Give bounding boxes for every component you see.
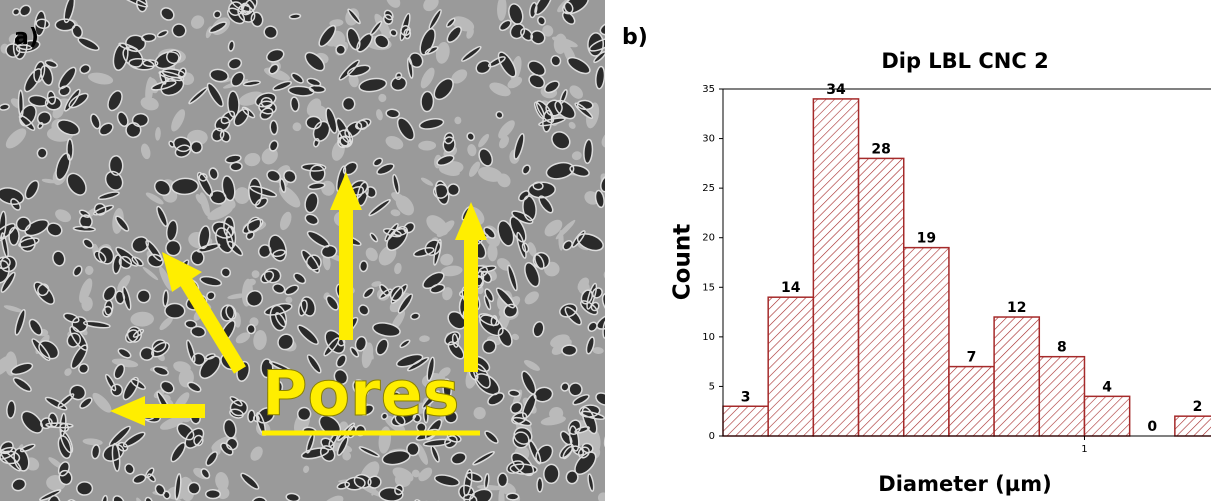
data-label: 34 (826, 82, 846, 98)
y-tick-label: 20 (702, 233, 715, 244)
figure: Pores a) b) Dip LBL CNC 2 Diameter (µm) … (0, 0, 1211, 501)
data-label: 7 (967, 350, 977, 366)
bar (813, 99, 858, 436)
bar (1084, 396, 1129, 436)
data-label: 0 (1147, 419, 1157, 435)
data-label: 8 (1057, 340, 1067, 356)
bar (904, 248, 949, 436)
bar (768, 297, 813, 436)
bar (994, 317, 1039, 436)
panel-label: b) (622, 25, 648, 50)
y-axis-label: Count (670, 224, 696, 300)
data-label: 4 (1102, 379, 1112, 395)
bar (1039, 357, 1084, 436)
chart-title: Dip LBL CNC 2 (881, 49, 1048, 73)
x-tick-label: 1 (1081, 444, 1087, 455)
plot-area (723, 99, 1211, 436)
y-tick-label: 15 (702, 282, 715, 293)
pores-label: Pores (262, 357, 460, 430)
data-label: 28 (871, 141, 890, 157)
bar (1175, 416, 1211, 436)
x-axis-label: Diameter (µm) (878, 472, 1051, 496)
data-label: 12 (1007, 300, 1026, 316)
data-label: 3 (741, 389, 751, 405)
y-tick-label: 35 (702, 84, 715, 95)
data-label: 2 (1193, 399, 1203, 415)
y-tick-label: 5 (709, 381, 715, 392)
data-label: 19 (917, 231, 936, 247)
y-tick-label: 0 (709, 431, 715, 442)
y-tick-label: 30 (702, 134, 715, 145)
y-tick-label: 10 (702, 332, 715, 343)
data-label: 14 (781, 280, 801, 296)
bar (723, 406, 768, 436)
bar (949, 367, 994, 436)
y-tick-label: 25 (702, 183, 715, 194)
panel-label: a) (14, 25, 39, 50)
bar (859, 158, 904, 436)
